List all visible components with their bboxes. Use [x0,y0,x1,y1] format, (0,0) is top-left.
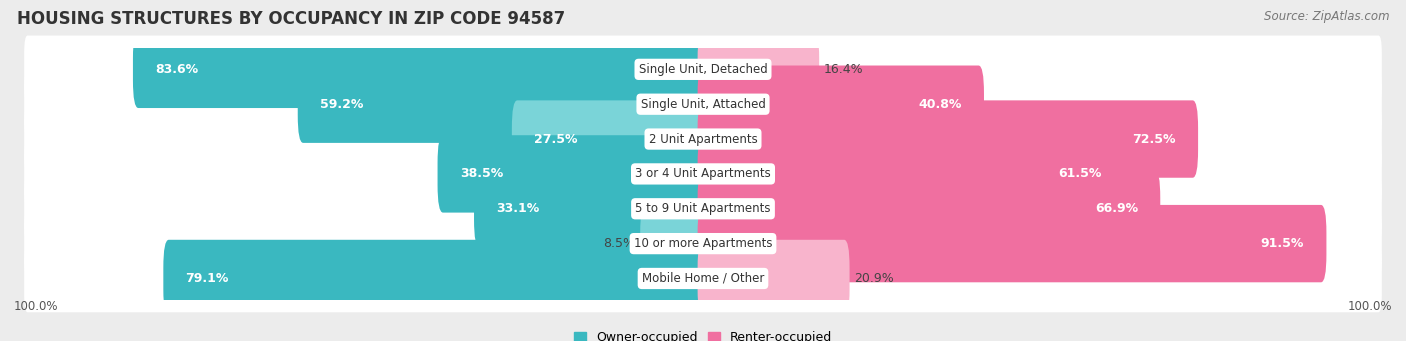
Text: 61.5%: 61.5% [1059,167,1101,180]
Text: Source: ZipAtlas.com: Source: ZipAtlas.com [1264,10,1389,23]
FancyBboxPatch shape [134,31,709,108]
FancyBboxPatch shape [163,240,709,317]
FancyBboxPatch shape [24,244,1382,312]
FancyBboxPatch shape [697,65,984,143]
Text: 66.9%: 66.9% [1095,202,1137,215]
FancyBboxPatch shape [24,210,1382,278]
FancyBboxPatch shape [697,240,849,317]
FancyBboxPatch shape [474,170,709,248]
Text: 59.2%: 59.2% [321,98,363,111]
Text: Single Unit, Attached: Single Unit, Attached [641,98,765,111]
FancyBboxPatch shape [24,105,1382,173]
Text: 33.1%: 33.1% [496,202,540,215]
Text: 40.8%: 40.8% [918,98,962,111]
FancyBboxPatch shape [697,205,1326,282]
FancyBboxPatch shape [298,65,709,143]
FancyBboxPatch shape [640,205,709,282]
Text: 5 to 9 Unit Apartments: 5 to 9 Unit Apartments [636,202,770,215]
Text: 8.5%: 8.5% [603,237,636,250]
Text: 100.0%: 100.0% [14,300,59,313]
FancyBboxPatch shape [697,135,1123,212]
Text: 83.6%: 83.6% [155,63,198,76]
Text: 27.5%: 27.5% [534,133,578,146]
FancyBboxPatch shape [697,31,820,108]
Text: 72.5%: 72.5% [1132,133,1175,146]
Text: 2 Unit Apartments: 2 Unit Apartments [648,133,758,146]
Text: 16.4%: 16.4% [824,63,863,76]
Text: 20.9%: 20.9% [855,272,894,285]
Text: 79.1%: 79.1% [186,272,229,285]
Legend: Owner-occupied, Renter-occupied: Owner-occupied, Renter-occupied [568,326,838,341]
FancyBboxPatch shape [24,70,1382,138]
Text: 10 or more Apartments: 10 or more Apartments [634,237,772,250]
Text: HOUSING STRUCTURES BY OCCUPANCY IN ZIP CODE 94587: HOUSING STRUCTURES BY OCCUPANCY IN ZIP C… [17,10,565,28]
FancyBboxPatch shape [697,170,1160,248]
FancyBboxPatch shape [697,100,1198,178]
Text: Single Unit, Detached: Single Unit, Detached [638,63,768,76]
FancyBboxPatch shape [437,135,709,212]
Text: 3 or 4 Unit Apartments: 3 or 4 Unit Apartments [636,167,770,180]
FancyBboxPatch shape [24,175,1382,242]
Text: 100.0%: 100.0% [1347,300,1392,313]
FancyBboxPatch shape [512,100,709,178]
Text: Mobile Home / Other: Mobile Home / Other [641,272,765,285]
Text: 91.5%: 91.5% [1261,237,1305,250]
FancyBboxPatch shape [24,140,1382,208]
FancyBboxPatch shape [24,35,1382,103]
Text: 38.5%: 38.5% [460,167,503,180]
